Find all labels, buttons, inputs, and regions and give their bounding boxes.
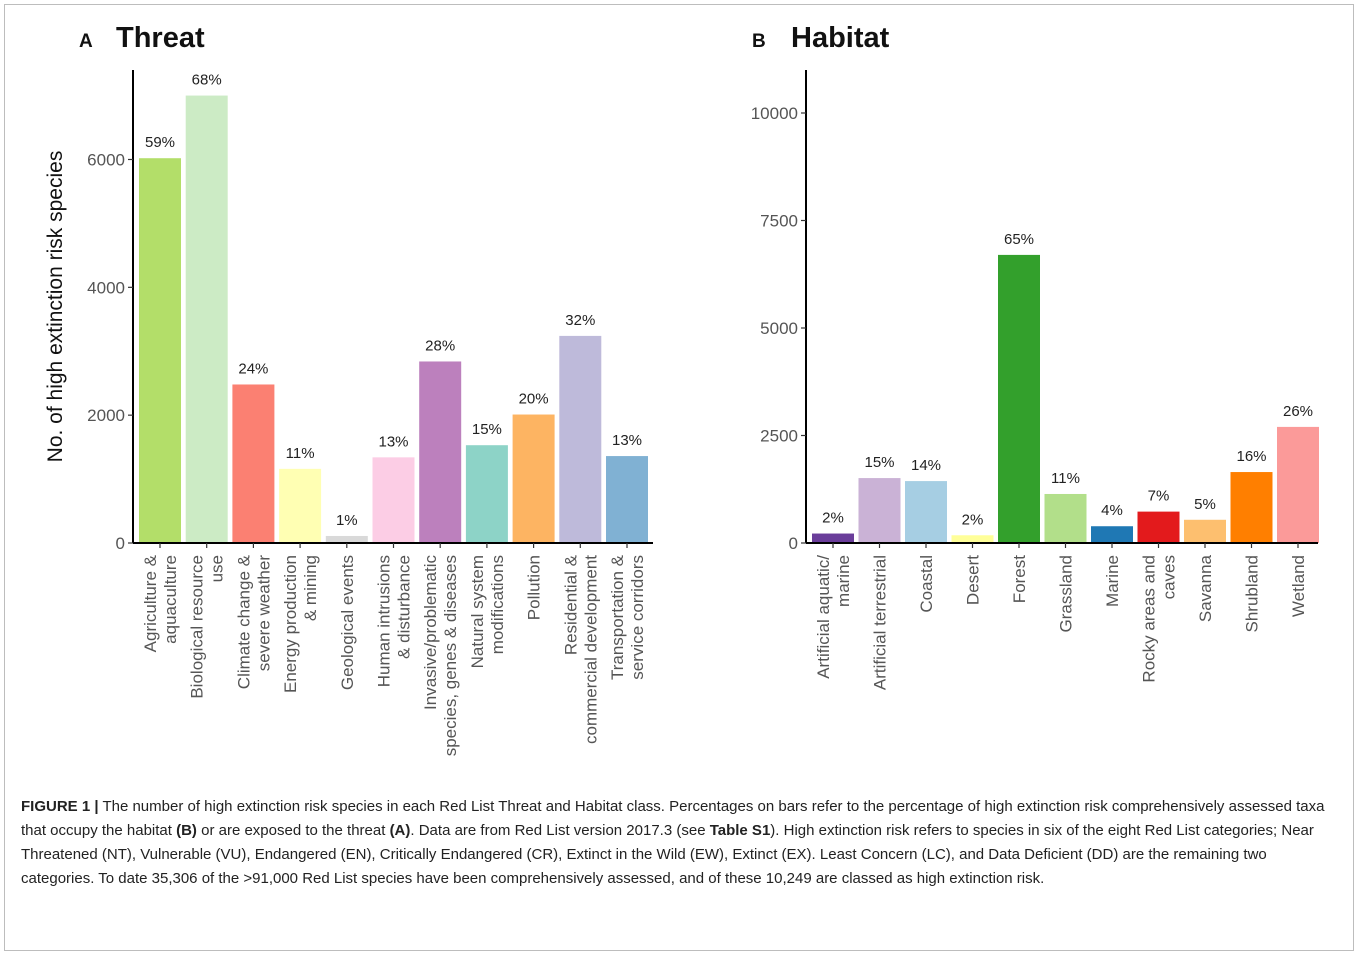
data-label: 5% [1194, 496, 1216, 513]
bar [1091, 526, 1133, 543]
data-label: 11% [286, 445, 315, 462]
caption-text-1: The number of high extinction risk speci… [21, 798, 1325, 839]
data-label: 24% [238, 360, 268, 377]
data-label: 16% [1236, 448, 1266, 465]
data-label: 15% [472, 421, 502, 438]
caption-text-3: . Data are from Red List version 2017.3 … [410, 822, 710, 839]
data-label: 28% [425, 337, 455, 354]
x-tick-label: Natural systemmodifications [468, 555, 507, 668]
y-tick-label: 6000 [87, 150, 125, 169]
x-tick-label: Biological resourceuse [188, 555, 227, 699]
figure-frame [4, 4, 1354, 951]
y-tick-label: 10000 [751, 104, 798, 123]
bar [998, 254, 1040, 543]
caption-text-4: ). High extinction risk refers to specie… [21, 822, 1314, 887]
x-tick-label: Energy production& mining [281, 555, 320, 693]
x-tick-label: Shrubland [1243, 555, 1262, 633]
y-tick-label: 0 [116, 534, 125, 553]
x-tick-label: Coastal [917, 555, 936, 613]
bar [951, 535, 994, 543]
panel-letter: B [752, 31, 766, 52]
bar [185, 95, 228, 543]
y-tick-label: 2500 [760, 427, 798, 446]
x-tick-label: Residential &commercial development [561, 554, 600, 744]
chart-panel-b: B Habitat 2% 15% 14% 2% 65% 11% 4% 7% 5% 16% 26% 0 250… [751, 22, 1319, 690]
y-tick-label: 2000 [87, 406, 125, 425]
bar [419, 361, 462, 543]
chart-title: Habitat [791, 22, 890, 54]
x-tick-label: Transportation &service corridors [608, 554, 647, 680]
data-label: 65% [1004, 231, 1034, 248]
data-label: 13% [612, 432, 642, 449]
bar [812, 533, 854, 543]
data-label: 59% [145, 134, 175, 151]
bar [1044, 493, 1087, 543]
x-tick-label: Savanna [1196, 554, 1215, 622]
y-tick-label: 4000 [87, 278, 125, 297]
data-label: 15% [864, 454, 894, 471]
x-tick-label: Artificial terrestrial [871, 555, 890, 690]
data-label: 11% [1051, 470, 1080, 487]
x-tick-label: Human intrusions& disturbance [375, 555, 414, 687]
x-tick-label: Marine [1103, 555, 1122, 607]
panel-letter: A [79, 31, 93, 52]
data-label: 1% [336, 512, 358, 529]
bar [325, 535, 368, 543]
x-tick-label: Grassland [1057, 555, 1076, 632]
caption-ref-table: Table S1 [709, 822, 771, 839]
x-tick-label: Desert [964, 555, 983, 605]
data-label: 2% [822, 510, 844, 527]
bar [1277, 426, 1319, 543]
bar [559, 335, 602, 543]
data-label: 7% [1148, 488, 1170, 505]
x-tick-label: Forest [1010, 555, 1029, 603]
x-tick-label: Artificial aquatic/marine [814, 555, 853, 679]
data-label: 2% [962, 511, 984, 528]
bar [372, 457, 415, 543]
data-label: 20% [519, 391, 549, 408]
bar [606, 456, 648, 543]
data-label: 4% [1101, 502, 1123, 519]
data-label: 32% [565, 312, 595, 329]
bar [905, 481, 947, 543]
bar [465, 445, 508, 543]
bar [232, 384, 275, 543]
x-tick-label: Invasive/problematicspecies, genes & dis… [421, 555, 460, 757]
data-label: 68% [192, 72, 222, 89]
data-label: 26% [1283, 403, 1313, 420]
x-tick-label: Pollution [525, 555, 544, 620]
x-tick-label: Rocky areas andcaves [1140, 555, 1179, 683]
y-axis-label: No. of high extinction risk species [44, 151, 67, 463]
chart-title: Threat [116, 22, 205, 54]
bar [1230, 472, 1273, 543]
caption-ref-a: (A) [389, 822, 411, 839]
figure-caption: FIGURE 1 | The number of high extinction… [21, 795, 1343, 891]
caption-head: FIGURE 1 | [21, 798, 99, 815]
bar [1137, 511, 1180, 543]
data-label: 13% [378, 433, 408, 450]
y-tick-label: 0 [789, 534, 798, 553]
data-label: 14% [911, 457, 941, 474]
x-tick-label: Agriculture &aquaculture [141, 554, 180, 652]
bar [858, 478, 901, 543]
x-tick-label: Geological events [338, 555, 357, 690]
bar [139, 158, 181, 543]
bar [1184, 519, 1226, 543]
y-tick-label: 7500 [760, 212, 798, 231]
figure-charts: A Threat 59% 68% 24% 11% 1% 13% 28% 15% 20% 32% 13% 0… [44, 22, 1319, 756]
x-tick-label: Climate change &severe weather [234, 554, 273, 689]
bar [512, 414, 555, 543]
caption-text-2: or are exposed to the threat [196, 822, 390, 839]
bar [279, 468, 322, 543]
chart-panel-a: A Threat 59% 68% 24% 11% 1% 13% 28% 15% 20% 32% 13% 0… [44, 22, 653, 756]
caption-ref-b: (B) [176, 822, 197, 839]
x-tick-label: Wetland [1289, 555, 1308, 617]
y-tick-label: 5000 [760, 319, 798, 338]
